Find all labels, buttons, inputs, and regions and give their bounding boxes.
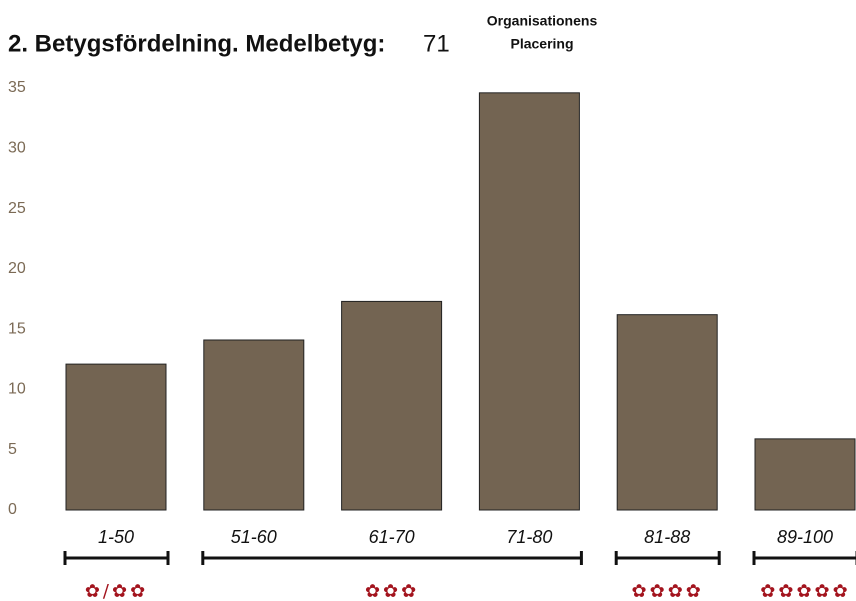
bar <box>616 314 718 511</box>
annotation: Placering <box>510 36 573 52</box>
annotation: Organisationens <box>487 13 598 29</box>
rating-label: ✿✿✿✿✿ <box>760 581 850 601</box>
y-tick-label: 10 <box>8 381 26 398</box>
chart-title: 2. Betygsfördelning. Medelbetyg: <box>8 30 385 57</box>
y-tick-label: 25 <box>8 200 26 217</box>
x-tick-label: 51-60 <box>231 527 277 547</box>
x-tick-label: 89-100 <box>777 527 833 547</box>
rating-label: ✿✿✿ <box>365 581 419 601</box>
y-tick-label: 20 <box>8 260 26 277</box>
rating-label: ✿/✿✿ <box>85 581 148 601</box>
x-tick-label: 71-80 <box>506 527 552 547</box>
y-tick-label: 15 <box>8 320 26 337</box>
y-tick-label: 35 <box>8 79 26 96</box>
bar <box>65 363 167 511</box>
bar <box>754 438 856 511</box>
average-score: 71 <box>423 30 450 57</box>
bar <box>478 92 580 511</box>
y-tick-label: 5 <box>8 441 17 458</box>
x-tick-label: 1-50 <box>98 527 134 547</box>
x-tick-label: 61-70 <box>369 527 415 547</box>
bar <box>203 339 305 511</box>
y-tick-label: 30 <box>8 140 26 157</box>
y-tick-label: 0 <box>8 501 17 518</box>
rating-label: ✿✿✿✿ <box>632 581 704 601</box>
bar <box>341 300 443 511</box>
x-tick-label: 81-88 <box>644 527 690 547</box>
